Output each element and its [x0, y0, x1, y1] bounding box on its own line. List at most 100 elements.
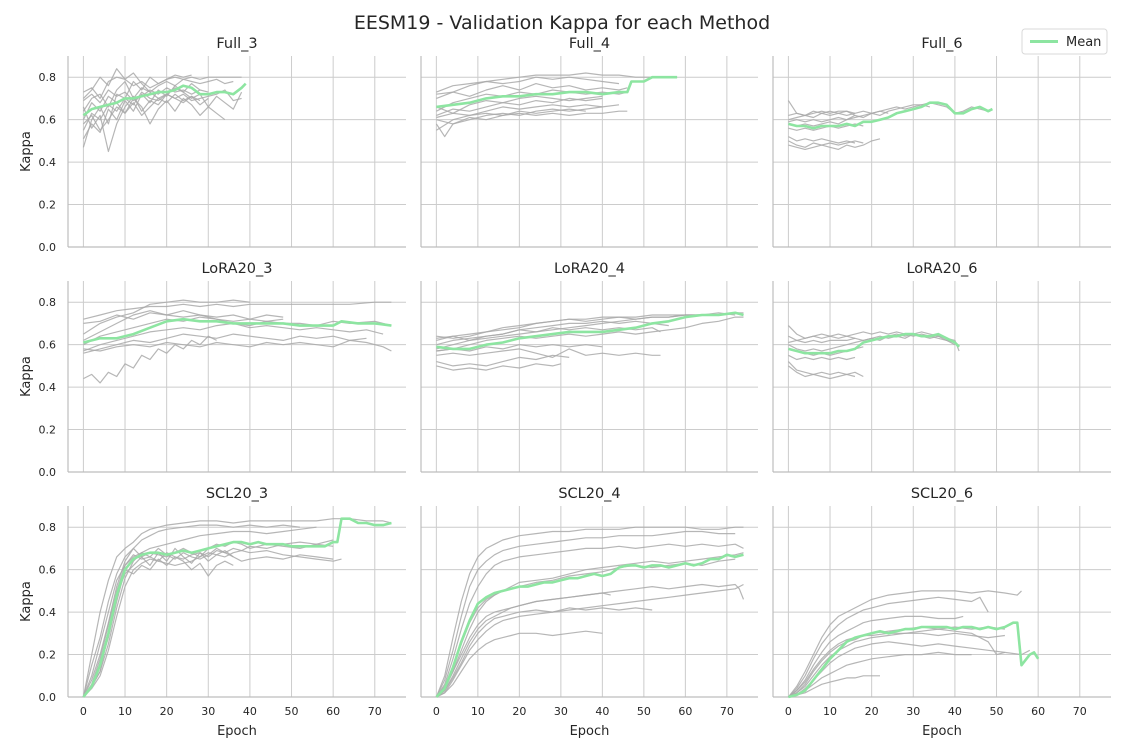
- panel-title: Full_6: [921, 36, 962, 52]
- panel-title: LoRA20_4: [554, 261, 625, 277]
- x-tick-label: 50: [990, 705, 1004, 718]
- mean-line: [788, 621, 1040, 699]
- x-tick-label: 30: [554, 705, 568, 718]
- run-line-10: [436, 110, 628, 125]
- mean-line: [436, 75, 678, 109]
- y-tick-label: 0.0: [39, 466, 57, 479]
- panel-title: Full_3: [216, 36, 257, 52]
- y-tick-label: 0.4: [39, 156, 57, 169]
- legend-frame: [1021, 28, 1108, 55]
- mean-line: [83, 317, 392, 344]
- y-axis-label: Kappa: [19, 581, 34, 622]
- run-line-8: [436, 363, 562, 371]
- run-line-3: [82, 526, 317, 698]
- run-line-5: [436, 95, 603, 114]
- x-axis-label: Epoch: [217, 724, 257, 739]
- x-tick-label: 0: [785, 705, 792, 718]
- y-axis-label: Kappa: [19, 131, 34, 172]
- mean-line: [436, 311, 744, 351]
- run-line-7: [787, 361, 864, 378]
- y-tick-label: 0.8: [39, 71, 57, 84]
- panel-lora20-3: LoRA20_3 0.0 0.2 0.4 0.6 0.8 Kappa: [19, 261, 406, 479]
- panel-title: SCL20_6: [911, 486, 973, 502]
- run-line-5: [435, 558, 736, 698]
- run-line-2: [83, 76, 242, 99]
- run-line-10: [435, 592, 611, 698]
- x-axis-label: Epoch: [570, 724, 610, 739]
- panel-title: LoRA20_6: [906, 261, 977, 277]
- run-line-9: [436, 316, 744, 352]
- run-line-3: [436, 83, 628, 97]
- panel-lora20-6: LoRA20_6: [772, 261, 1111, 473]
- run-line-7: [788, 136, 856, 144]
- run-line-7: [82, 550, 342, 698]
- x-tick-label: 0: [80, 705, 87, 718]
- x-tick-label: 60: [678, 705, 692, 718]
- small-multiples-grid: Full_3 0.0 0.2 0.4 0.6 0.8 Kappa Full_4 Full_6 Lo…: [19, 36, 1111, 739]
- run-line-8: [436, 607, 653, 698]
- mean-line: [788, 332, 961, 355]
- panel-scl20-3: SCL20_3 0.0 0.2 0.4 0.6 0.8 Kappa 0 10 20 30 40 50 60…: [19, 486, 406, 739]
- run-line-1: [787, 590, 1022, 698]
- x-tick-label: 0: [433, 705, 440, 718]
- run-line-9: [788, 675, 880, 698]
- y-axis-label: Kappa: [19, 356, 34, 397]
- panel-title: SCL20_4: [558, 486, 620, 502]
- x-tick-label: 30: [906, 705, 920, 718]
- run-line-6: [82, 556, 234, 698]
- panel-full-3: Full_3 0.0 0.2 0.4 0.6 0.8 Kappa: [19, 36, 406, 254]
- run-line-6: [83, 333, 367, 354]
- figure-title: EESM19 - Validation Kappa for each Metho…: [354, 12, 770, 34]
- run-line-1: [82, 518, 392, 698]
- run-line-1: [436, 72, 678, 99]
- run-line-2: [787, 596, 989, 698]
- legend: Mean: [1021, 28, 1108, 55]
- y-tick-label: 0.4: [39, 606, 57, 619]
- x-tick-label: 50: [637, 705, 651, 718]
- run-line-2: [82, 524, 300, 698]
- x-tick-label: 10: [823, 705, 837, 718]
- run-line-9: [82, 547, 334, 698]
- run-line-7: [436, 104, 620, 119]
- run-line-1: [83, 299, 250, 335]
- y-tick-label: 0.6: [39, 114, 57, 127]
- run-line-9: [436, 108, 586, 131]
- run-line-8: [83, 335, 217, 384]
- x-tick-label: 10: [471, 705, 485, 718]
- y-tick-label: 0.8: [39, 296, 57, 309]
- run-line-10: [436, 312, 736, 341]
- legend-label-mean: Mean: [1066, 35, 1101, 50]
- x-tick-label: 70: [720, 705, 734, 718]
- run-line-3: [82, 89, 242, 131]
- x-tick-label: 70: [368, 705, 382, 718]
- x-tick-label: 10: [118, 705, 132, 718]
- run-line-4: [788, 626, 1005, 698]
- run-line-7: [83, 339, 392, 352]
- run-line-8: [788, 365, 856, 380]
- x-tick-label: 40: [243, 705, 257, 718]
- y-tick-label: 0.4: [39, 381, 57, 394]
- run-line-5: [788, 632, 1005, 698]
- y-tick-label: 0.2: [39, 199, 57, 212]
- mean-line: [435, 553, 744, 698]
- x-tick-label: 60: [1031, 705, 1045, 718]
- panel-title: LoRA20_3: [201, 261, 272, 277]
- x-tick-label: 40: [948, 705, 962, 718]
- run-line-4: [435, 552, 744, 698]
- panel-full-4: Full_4: [420, 36, 758, 248]
- y-tick-label: 0.0: [39, 691, 57, 704]
- run-line-4: [788, 102, 993, 123]
- panel-title: SCL20_3: [206, 486, 268, 502]
- run-line-2: [436, 76, 620, 93]
- run-line-6: [788, 354, 856, 361]
- run-line-8: [82, 78, 234, 112]
- run-line-8: [82, 539, 334, 698]
- run-line-10: [83, 87, 209, 104]
- run-line-8: [788, 140, 864, 148]
- panel-full-6: Full_6: [772, 36, 1111, 248]
- run-line-3: [435, 543, 744, 698]
- y-tick-label: 0.6: [39, 339, 57, 352]
- run-line-9: [788, 138, 881, 150]
- y-tick-label: 0.2: [39, 649, 57, 662]
- run-line-1: [435, 526, 744, 698]
